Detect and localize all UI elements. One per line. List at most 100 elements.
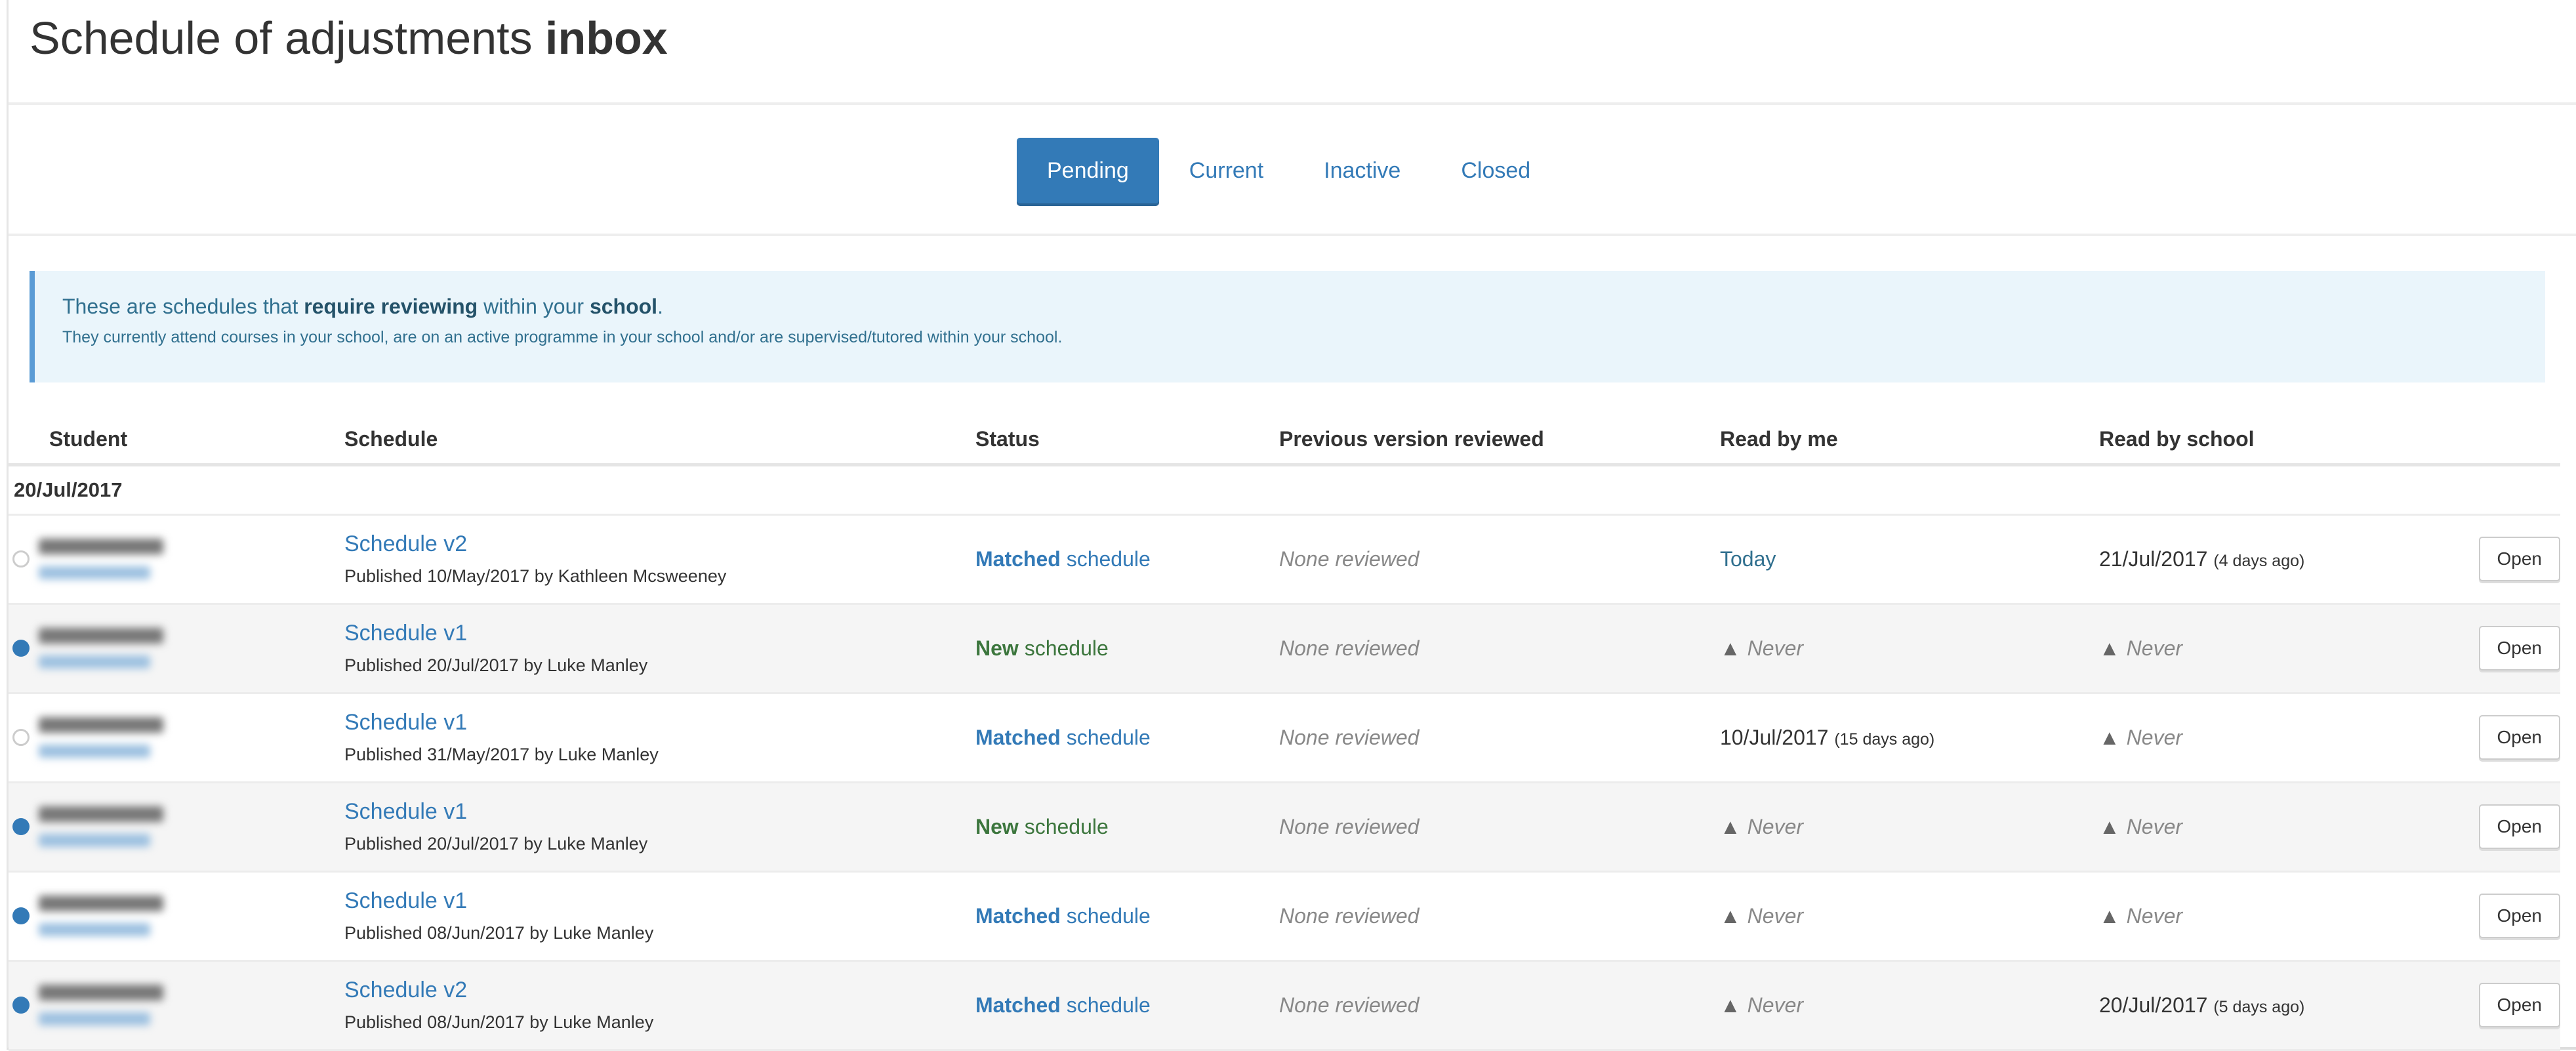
schedule-link[interactable]: Schedule v1 <box>344 799 468 824</box>
status-cell: Matched schedule <box>975 514 1279 605</box>
read_school-ago: (5 days ago) <box>2213 997 2305 1016</box>
actions-cell: Open <box>2466 782 2560 873</box>
read_school-never: ▲ Never <box>2099 903 2183 928</box>
info-alert: These are schedules that require reviewi… <box>30 271 2545 382</box>
col-schedule[interactable]: Schedule <box>344 415 975 466</box>
table-row[interactable]: Schedule v2 Published 08/Jun/2017 by Luke… <box>9 960 2560 1051</box>
read-dot-icon <box>12 729 30 746</box>
tab-pending[interactable]: Pending <box>1017 138 1159 203</box>
schedule-cell: Schedule v1 Published 31/May/2017 by Luke… <box>344 693 975 783</box>
previous-reviewed: None reviewed <box>1279 814 1420 838</box>
status-cell: Matched schedule <box>975 960 1279 1051</box>
status-label: Matched <box>975 903 1061 928</box>
unread-dot-icon <box>12 997 30 1014</box>
divider <box>9 234 2576 236</box>
student-cell <box>9 782 344 873</box>
warning-icon: ▲ <box>2099 725 2120 749</box>
published-info: Published 31/May/2017 by Luke Manley <box>344 745 659 764</box>
schedule-link[interactable]: Schedule v2 <box>344 531 468 556</box>
read-by-me-cell: ▲ Never <box>1720 871 2099 962</box>
warning-icon: ▲ <box>1720 814 1741 838</box>
status-label: Matched <box>975 725 1061 749</box>
student-cell <box>9 960 344 1051</box>
read-by-school-cell: ▲ Never <box>2099 604 2466 694</box>
warning-icon: ▲ <box>2099 903 2120 928</box>
previous-reviewed: None reviewed <box>1279 725 1420 749</box>
read-by-school-cell: ▲ Never <box>2099 871 2466 962</box>
tab-current[interactable]: Current <box>1189 157 1264 183</box>
actions-cell: Open <box>2466 693 2560 783</box>
schedule-cell: Schedule v1 Published 20/Jul/2017 by Luke… <box>344 604 975 694</box>
student-name-redacted <box>39 717 163 758</box>
read-by-me-cell: ▲ Never <box>1720 604 2099 694</box>
schedules-table: Student Schedule Status Previous version… <box>9 415 2560 1051</box>
unread-dot-icon <box>12 818 30 835</box>
previous-reviewed: None reviewed <box>1279 903 1420 928</box>
col-read-by-school[interactable]: Read by school <box>2099 415 2466 466</box>
read-by-school-cell: ▲ Never <box>2099 782 2466 873</box>
open-button[interactable]: Open <box>2478 804 2560 849</box>
col-student[interactable]: Student <box>9 415 344 466</box>
table-row[interactable]: Schedule v1 Published 08/Jun/2017 by Luke… <box>9 871 2560 962</box>
published-info: Published 20/Jul/2017 by Luke Manley <box>344 655 648 675</box>
student-cell <box>9 693 344 783</box>
read_school-ago: (4 days ago) <box>2213 551 2305 570</box>
col-status[interactable]: Status <box>975 415 1279 466</box>
group-date: 20/Jul/2017 <box>9 464 2560 516</box>
read-dot-icon <box>12 550 30 567</box>
student-name-redacted <box>39 985 163 1025</box>
tab-inactive[interactable]: Inactive <box>1324 157 1401 183</box>
student-name-redacted <box>39 806 163 847</box>
status-cell: New schedule <box>975 604 1279 694</box>
schedule-cell: Schedule v2 Published 08/Jun/2017 by Luke… <box>344 960 975 1051</box>
status-suffix: schedule <box>1066 546 1151 571</box>
schedule-link[interactable]: Schedule v2 <box>344 978 468 1002</box>
student-cell <box>9 604 344 694</box>
status-suffix: schedule <box>1066 725 1151 749</box>
table-row[interactable]: Schedule v1 Published 20/Jul/2017 by Luke… <box>9 604 2560 694</box>
open-button[interactable]: Open <box>2478 626 2560 670</box>
read_school-never: ▲ Never <box>2099 814 2183 838</box>
actions-cell: Open <box>2466 871 2560 962</box>
date-group-row: 20/Jul/2017 <box>9 464 2560 516</box>
status-suffix: schedule <box>1024 814 1109 838</box>
schedule-link[interactable]: Schedule v1 <box>344 621 468 646</box>
table-row[interactable]: Schedule v1 Published 20/Jul/2017 by Luke… <box>9 782 2560 873</box>
read_school-never: ▲ Never <box>2099 725 2183 749</box>
page-title: Schedule of adjustments inbox <box>30 12 668 64</box>
student-cell <box>9 871 344 962</box>
warning-icon: ▲ <box>1720 636 1741 660</box>
published-info: Published 10/May/2017 by Kathleen Mcswee… <box>344 566 727 586</box>
read-by-me-cell: ▲ Never <box>1720 960 2099 1051</box>
read-by-me-cell: Today <box>1720 514 2099 605</box>
previous-cell: None reviewed <box>1279 514 1720 605</box>
open-button[interactable]: Open <box>2478 715 2560 760</box>
unread-dot-icon <box>12 640 30 657</box>
tab-closed[interactable]: Closed <box>1461 157 1531 183</box>
warning-icon: ▲ <box>2099 814 2120 838</box>
actions-cell: Open <box>2466 604 2560 694</box>
open-button[interactable]: Open <box>2478 894 2560 938</box>
read_me-date: 10/Jul/2017 <box>1720 725 1829 749</box>
warning-icon: ▲ <box>1720 993 1741 1017</box>
previous-cell: None reviewed <box>1279 871 1720 962</box>
previous-cell: None reviewed <box>1279 693 1720 783</box>
published-info: Published 08/Jun/2017 by Luke Manley <box>344 1012 654 1032</box>
previous-reviewed: None reviewed <box>1279 993 1420 1017</box>
open-button[interactable]: Open <box>2478 537 2560 581</box>
previous-cell: None reviewed <box>1279 782 1720 873</box>
schedule-link[interactable]: Schedule v1 <box>344 710 468 735</box>
table-row[interactable]: Schedule v1 Published 31/May/2017 by Luke… <box>9 693 2560 783</box>
table-row[interactable]: Schedule v2 Published 10/May/2017 by Kath… <box>9 514 2560 605</box>
status-label: New <box>975 814 1019 838</box>
col-read-by-me[interactable]: Read by me <box>1720 415 2099 466</box>
divider <box>9 102 2576 105</box>
read-by-school-cell: 20/Jul/2017 (5 days ago) <box>2099 960 2466 1051</box>
open-button[interactable]: Open <box>2478 983 2560 1027</box>
schedule-cell: Schedule v1 Published 20/Jul/2017 by Luke… <box>344 782 975 873</box>
previous-reviewed: None reviewed <box>1279 636 1420 660</box>
status-label: Matched <box>975 546 1061 571</box>
title-text: Schedule of adjustments <box>30 12 533 64</box>
schedule-link[interactable]: Schedule v1 <box>344 888 468 913</box>
col-previous[interactable]: Previous version reviewed <box>1279 415 1720 466</box>
